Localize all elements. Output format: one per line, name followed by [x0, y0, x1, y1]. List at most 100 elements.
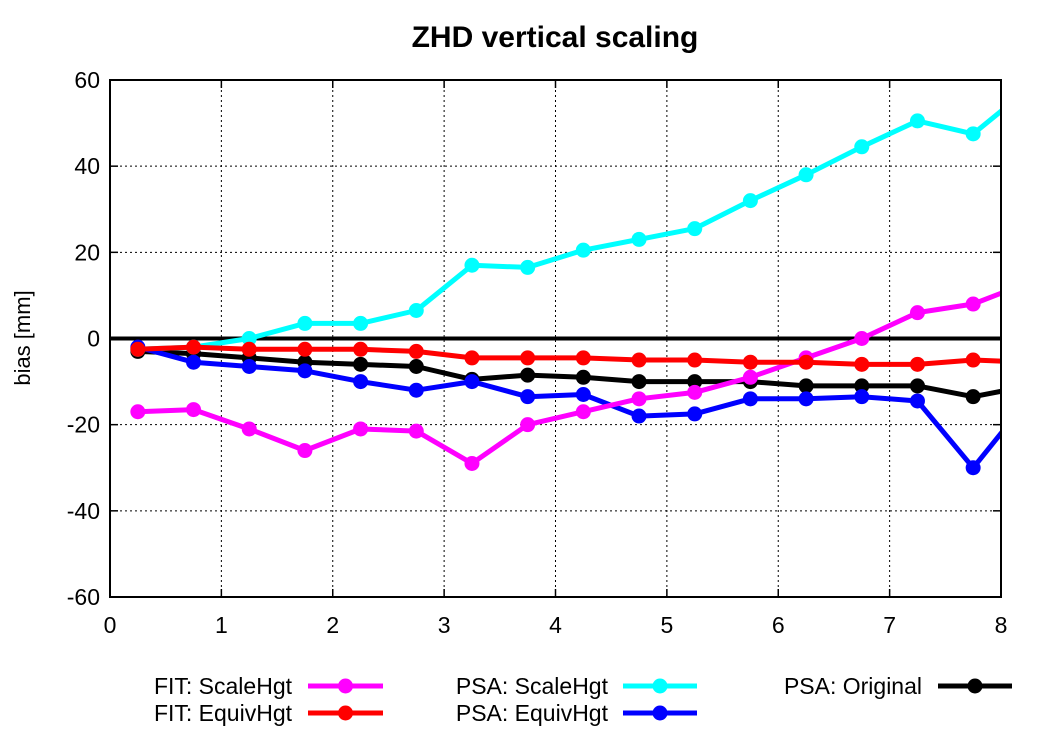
data-point — [909, 393, 925, 409]
x-tick-label: 6 — [772, 612, 785, 638]
y-tick-label: -60 — [67, 584, 100, 610]
legend-swatch-marker — [338, 678, 353, 694]
series-fit-equivhgt — [130, 339, 1036, 372]
y-tick-label: 60 — [74, 67, 100, 93]
data-point — [575, 404, 591, 420]
data-point — [909, 305, 925, 321]
data-point — [130, 341, 146, 357]
data-point — [520, 417, 536, 433]
y-axis-label: bias [mm] — [10, 290, 35, 385]
data-point — [408, 423, 424, 439]
data-point — [1021, 275, 1036, 290]
data-point — [965, 460, 981, 476]
data-point — [965, 352, 981, 368]
data-point — [408, 302, 424, 318]
data-point — [520, 350, 536, 366]
data-point — [854, 378, 870, 394]
legend-item: PSA: Original — [784, 673, 1012, 699]
series-layer — [130, 81, 1036, 476]
x-tick-label: 0 — [104, 612, 117, 638]
data-point — [353, 421, 369, 437]
data-point — [464, 455, 480, 471]
data-point — [464, 350, 480, 366]
data-point — [575, 369, 591, 385]
data-point — [353, 374, 369, 390]
data-point — [854, 389, 870, 405]
chart-title: ZHD vertical scaling — [412, 21, 699, 54]
data-point — [798, 354, 814, 370]
y-tick-label: 20 — [74, 239, 100, 265]
data-point — [631, 352, 647, 368]
legend-label: FIT: ScaleHgt — [154, 673, 293, 699]
data-point — [241, 359, 257, 375]
x-tick-label: 1 — [215, 612, 228, 638]
data-point — [798, 378, 814, 394]
x-tick-label: 5 — [660, 612, 673, 638]
x-tick-label: 8 — [995, 612, 1008, 638]
data-point — [353, 341, 369, 357]
series-psa-scalehgt — [130, 81, 1036, 357]
data-point — [408, 343, 424, 359]
data-point — [631, 391, 647, 407]
data-point — [1021, 81, 1036, 96]
data-point — [854, 331, 870, 346]
data-point — [575, 242, 591, 258]
data-point — [520, 259, 536, 275]
data-point — [798, 391, 814, 407]
data-point — [241, 331, 257, 346]
data-point — [575, 350, 591, 366]
data-point — [297, 443, 313, 459]
data-point — [297, 315, 313, 331]
data-point — [742, 354, 758, 370]
data-point — [130, 404, 146, 420]
data-point — [687, 352, 703, 368]
data-point — [742, 391, 758, 407]
data-point — [909, 378, 925, 394]
data-point — [520, 389, 536, 405]
series-line — [137, 108, 1001, 352]
series-psa-equivhgt — [130, 339, 1036, 476]
data-point — [575, 387, 591, 403]
data-point — [186, 339, 202, 355]
data-point — [965, 389, 981, 405]
legend-item: FIT: EquivHgt — [154, 700, 383, 726]
data-point — [909, 113, 925, 129]
series-fit-scalehgt — [130, 275, 1036, 471]
data-point — [297, 363, 313, 379]
legend-swatch-marker — [338, 705, 353, 721]
data-point — [854, 356, 870, 372]
data-point — [241, 421, 257, 437]
legend-swatch-marker — [652, 705, 668, 721]
legend-item: FIT: ScaleHgt — [154, 673, 383, 699]
legend-item: PSA: ScaleHgt — [456, 673, 697, 699]
data-point — [520, 367, 536, 383]
data-point — [408, 359, 424, 375]
data-point — [186, 402, 202, 418]
data-point — [798, 167, 814, 183]
data-point — [687, 221, 703, 237]
data-point — [742, 369, 758, 385]
y-tick-label: -20 — [67, 412, 100, 438]
data-point — [631, 231, 647, 247]
data-point — [1021, 355, 1036, 370]
data-point — [965, 296, 981, 312]
data-point — [353, 315, 369, 331]
data-point — [854, 139, 870, 155]
data-point — [408, 382, 424, 398]
data-point — [687, 384, 703, 400]
data-point — [241, 341, 257, 357]
legend-label: PSA: EquivHgt — [456, 700, 609, 726]
legend-item: PSA: EquivHgt — [456, 700, 697, 726]
legend-label: PSA: Original — [784, 673, 922, 699]
legend-swatch-marker — [967, 678, 983, 694]
data-point — [687, 406, 703, 422]
data-point — [687, 374, 703, 390]
data-point — [1021, 391, 1036, 406]
x-tick-label: 2 — [326, 612, 339, 638]
data-point — [297, 341, 313, 357]
data-point — [631, 374, 647, 390]
y-tick-label: 0 — [87, 326, 100, 352]
x-tick-label: 7 — [883, 612, 896, 638]
y-tick-label: 40 — [74, 153, 100, 179]
